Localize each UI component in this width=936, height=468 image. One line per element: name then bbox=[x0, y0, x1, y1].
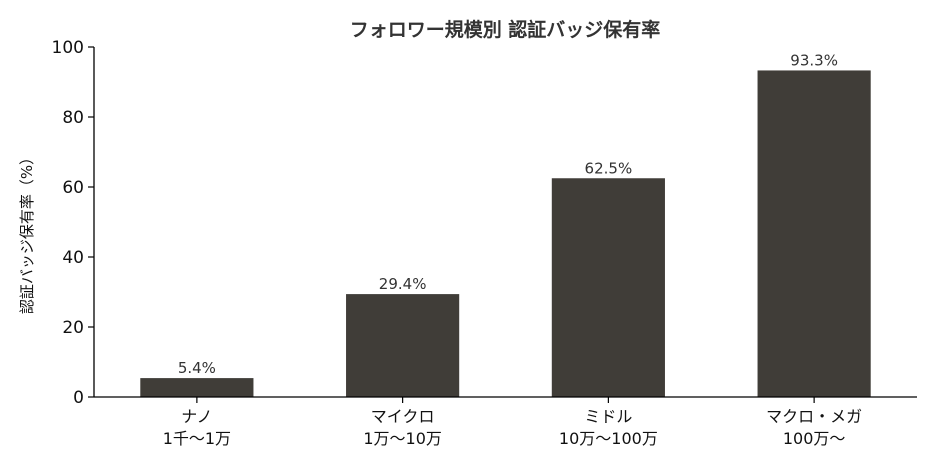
bar bbox=[551, 178, 665, 397]
y-tick-label: 80 bbox=[62, 108, 84, 128]
x-tick-label: マイクロ bbox=[371, 407, 435, 426]
x-tick-label: 1万〜10万 bbox=[363, 429, 442, 448]
bar-value-label: 29.4% bbox=[379, 275, 427, 293]
chart-title: フォロワー規模別 認証バッジ保有率 bbox=[350, 18, 661, 41]
bar-value-label: 93.3% bbox=[790, 51, 838, 69]
bar bbox=[757, 70, 871, 397]
y-tick-label: 100 bbox=[52, 38, 84, 58]
y-tick-label: 0 bbox=[73, 388, 84, 408]
bar-value-label: 62.5% bbox=[585, 159, 633, 177]
bar bbox=[346, 294, 460, 397]
x-ticks-group: ナノ 1千〜1万 マイクロ 1万〜10万 ミドル 10万〜100万 マクロ・メガ 100万〜 bbox=[163, 397, 862, 448]
y-ticks-group: 0 20 40 60 80 100 bbox=[52, 38, 94, 408]
bar bbox=[140, 378, 254, 397]
x-tick-label: 100万〜 bbox=[783, 429, 846, 448]
x-tick-label: ナノ bbox=[181, 407, 212, 426]
y-tick-label: 40 bbox=[62, 248, 84, 268]
x-tick-label: マクロ・メガ bbox=[766, 407, 862, 426]
x-tick-label: 10万〜100万 bbox=[559, 429, 658, 448]
x-tick-label: 1千〜1万 bbox=[163, 429, 231, 448]
bar-value-label: 5.4% bbox=[178, 359, 216, 377]
y-tick-label: 20 bbox=[62, 318, 84, 338]
bars-group: 5.4% 29.4% 62.5% 93.3% bbox=[140, 51, 871, 397]
x-tick-label: ミドル bbox=[584, 407, 632, 426]
y-tick-label: 60 bbox=[62, 178, 84, 198]
y-axis-title: 認証バッジ保有率（%） bbox=[18, 150, 36, 314]
